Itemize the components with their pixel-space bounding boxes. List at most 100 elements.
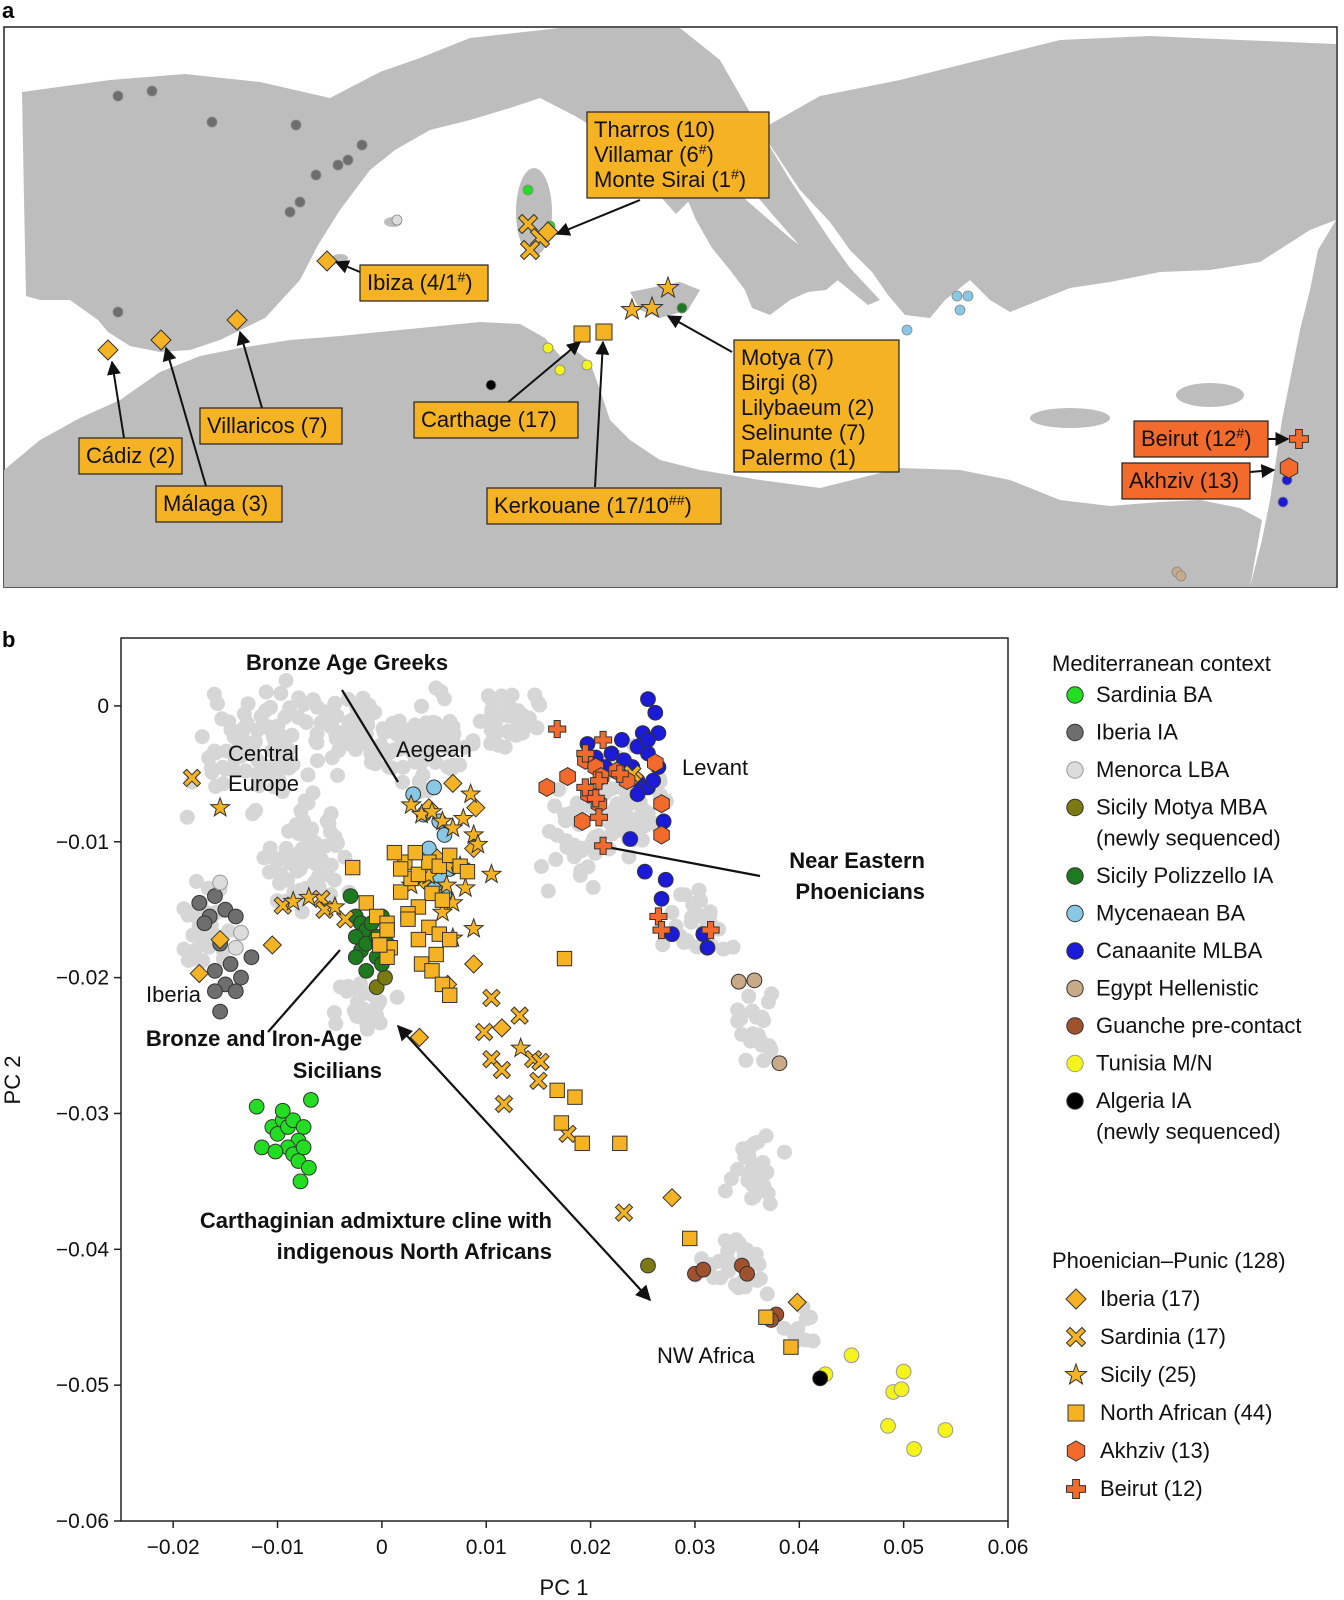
site-label-text-sicily-sites: Palermo (1) — [741, 445, 856, 470]
annotation-greeks: Bronze Age Greeks — [246, 650, 448, 675]
site-label-text-beirut: Beirut (12#) — [1141, 425, 1252, 451]
background-point — [655, 937, 671, 953]
legend-punic-title: Phoenician–Punic (128) — [1052, 1248, 1286, 1273]
background-point — [747, 1135, 762, 1151]
background-point — [278, 729, 294, 745]
point — [212, 874, 229, 891]
legend-swatch — [1066, 798, 1084, 817]
arrow-kerkouane — [594, 340, 610, 488]
site-label-box-sardinia-sites — [586, 111, 770, 199]
point — [295, 1119, 312, 1135]
background-point — [691, 882, 707, 898]
point — [895, 1363, 912, 1380]
background-point — [278, 673, 294, 688]
point — [424, 963, 440, 979]
point — [410, 931, 427, 948]
background-point — [341, 736, 357, 752]
x-tick-label: 0.05 — [883, 1536, 924, 1559]
site-label-text-sicily-sites: Birgi (8) — [741, 370, 818, 395]
legend-punic: Phoenician–Punic (128) Iberia (17) Sardin… — [1052, 1248, 1286, 1501]
background-point — [413, 722, 429, 738]
background-point — [572, 867, 588, 883]
point — [640, 1257, 656, 1274]
background-point — [352, 976, 368, 992]
point — [303, 1091, 319, 1108]
point — [459, 863, 476, 880]
legend-swatch — [1066, 942, 1084, 960]
region-label-central-europe-2: Europe — [228, 771, 299, 796]
background-point — [236, 706, 252, 722]
point — [573, 811, 591, 831]
legend-context-label: Tunisia M/N — [1096, 1051, 1213, 1076]
background-point — [285, 847, 301, 863]
background-point — [269, 853, 285, 869]
legend-swatch — [1066, 979, 1084, 998]
point — [576, 744, 595, 763]
point — [191, 895, 208, 911]
background-point — [272, 875, 287, 891]
point — [538, 777, 556, 797]
point — [233, 924, 249, 941]
map-arrows — [107, 199, 1290, 488]
background-point — [389, 989, 405, 1005]
legend-punic-label: Beirut (12) — [1100, 1476, 1203, 1501]
site-label-text-akhziv: Akhziv (13) — [1129, 468, 1239, 493]
legend-swatch — [1065, 1288, 1087, 1310]
point — [548, 719, 567, 739]
point — [906, 1441, 922, 1457]
background-point — [755, 1155, 771, 1170]
point — [182, 768, 202, 788]
point — [652, 921, 671, 940]
legend-swatch — [1066, 1092, 1084, 1110]
site-label-box-sicily-sites — [733, 339, 900, 473]
background-point — [395, 759, 411, 775]
legend-context-title: Mediterranean context — [1052, 651, 1271, 676]
background-point — [756, 1053, 772, 1069]
background-point — [403, 737, 419, 753]
background-point — [367, 704, 383, 720]
background-point — [498, 700, 513, 716]
site-label-text-sardinia-sites: Tharros (10) — [594, 117, 715, 142]
point — [441, 816, 464, 838]
background-point — [414, 698, 429, 714]
land-europe-west — [22, 28, 880, 352]
map-dot — [522, 184, 534, 196]
background-point — [422, 736, 438, 752]
background-point — [621, 849, 637, 865]
map-marker-square — [595, 323, 613, 341]
region-label-nw-africa: NW Africa — [657, 1343, 756, 1368]
legend-punic-label: North African (44) — [1100, 1400, 1272, 1425]
point — [510, 1006, 529, 1025]
map-dot — [206, 116, 218, 128]
point — [379, 922, 395, 938]
point — [227, 908, 244, 925]
x-tick-label: 0.02 — [570, 1536, 611, 1559]
point — [655, 813, 672, 830]
background-point — [256, 850, 272, 866]
map-dot — [342, 154, 354, 166]
background-point — [740, 1172, 756, 1188]
background-point — [497, 739, 513, 755]
background-point — [306, 878, 322, 894]
background-point — [532, 697, 548, 713]
background-point — [548, 852, 564, 867]
map-dot — [1175, 570, 1187, 582]
point — [324, 895, 346, 917]
background-point — [738, 1052, 754, 1068]
background-point — [746, 1189, 762, 1205]
map-land — [4, 28, 1336, 587]
point — [466, 798, 486, 818]
background-point — [664, 905, 680, 920]
background-point — [465, 736, 481, 752]
background-point — [627, 811, 643, 827]
legend-context-label: Menorca LBA — [1096, 757, 1230, 782]
map-marker-square — [573, 325, 591, 343]
legend-swatch — [1066, 867, 1084, 885]
background-point — [379, 724, 395, 739]
point — [812, 1370, 829, 1387]
land-balkans-anatolia — [760, 36, 1336, 318]
point — [549, 1082, 565, 1099]
map-dot — [290, 119, 302, 131]
legend-swatch — [1066, 904, 1084, 923]
point — [431, 901, 454, 922]
